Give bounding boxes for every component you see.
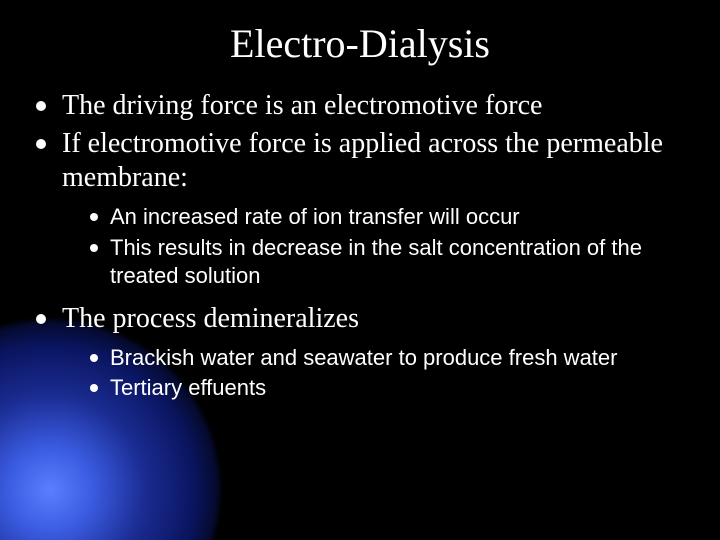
bullet-text: The process demineralizes bbox=[62, 303, 359, 334]
bullet-text: An increased rate of ion transfer will o… bbox=[110, 204, 520, 229]
bullet-text: Tertiary effuents bbox=[110, 375, 266, 400]
slide-content: Electro-Dialysis The driving force is an… bbox=[0, 0, 720, 540]
list-item: The process demineralizes Brackish water… bbox=[36, 302, 696, 402]
list-item: Tertiary effuents bbox=[90, 374, 696, 402]
slide-title: Electro-Dialysis bbox=[0, 0, 720, 89]
bullet-text: If electromotive force is applied across… bbox=[62, 128, 663, 193]
bullet-text: This results in decrease in the salt con… bbox=[110, 235, 642, 288]
sub-bullet-list: An increased rate of ion transfer will o… bbox=[62, 203, 696, 289]
list-item: If electromotive force is applied across… bbox=[36, 127, 696, 290]
list-item: An increased rate of ion transfer will o… bbox=[90, 203, 696, 231]
bullet-list: The driving force is an electromotive fo… bbox=[0, 89, 720, 402]
list-item: This results in decrease in the salt con… bbox=[90, 234, 696, 290]
bullet-text: The driving force is an electromotive fo… bbox=[62, 90, 542, 121]
list-item: Brackish water and seawater to produce f… bbox=[90, 344, 696, 372]
sub-bullet-list: Brackish water and seawater to produce f… bbox=[62, 344, 696, 402]
bullet-text: Brackish water and seawater to produce f… bbox=[110, 345, 617, 370]
list-item: The driving force is an electromotive fo… bbox=[36, 89, 696, 123]
